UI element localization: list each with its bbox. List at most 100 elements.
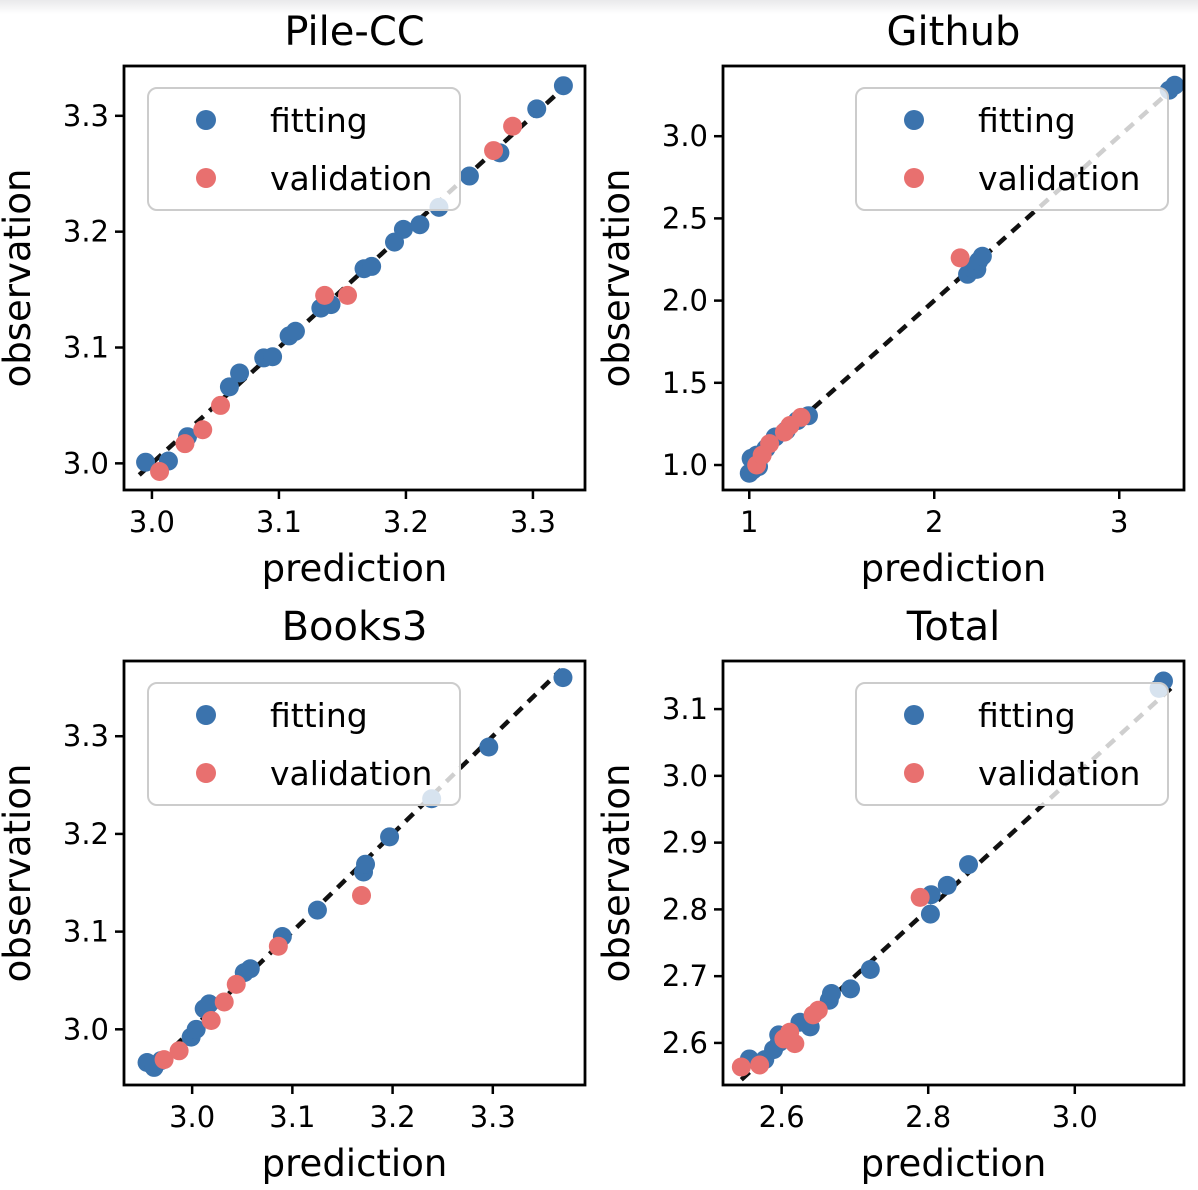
plot-frame xyxy=(721,659,1186,1087)
x-tick-label: 3.1 xyxy=(256,505,302,539)
point-fitting xyxy=(860,959,880,979)
point-validation xyxy=(950,248,970,268)
legend-marker-validation xyxy=(196,763,216,783)
point-validation xyxy=(226,974,246,994)
point-validation xyxy=(750,1055,770,1075)
point-fitting xyxy=(972,246,992,266)
point-validation xyxy=(315,285,335,305)
x-tick-label: 2 xyxy=(925,505,943,539)
legend-label-fitting: fitting xyxy=(978,696,1076,735)
point-validation xyxy=(484,141,504,161)
x-tick-label: 3.3 xyxy=(510,505,556,539)
point-validation xyxy=(503,116,523,136)
point-fitting xyxy=(841,979,861,999)
x-axis-label: prediction xyxy=(861,1142,1047,1185)
point-fitting xyxy=(219,377,239,397)
point-validation xyxy=(785,1034,805,1054)
chart-total: 2.6 2.8 3.0 2.6 2.7 2.8 2.9 3.0 3.1 Total predicti… xyxy=(599,604,1186,1185)
chart-title: Total xyxy=(906,604,1000,650)
point-validation xyxy=(338,285,358,305)
point-validation xyxy=(910,887,930,907)
point-fitting xyxy=(821,984,841,1004)
x-tick-label: 3.3 xyxy=(470,1100,516,1134)
legend-label-validation: validation xyxy=(978,754,1140,793)
point-fitting xyxy=(393,219,413,239)
plot-frame xyxy=(122,659,587,1087)
legend-marker-validation xyxy=(904,168,924,188)
point-fitting xyxy=(362,256,382,276)
legend-label-validation: validation xyxy=(270,754,432,793)
x-tick-label: 3.0 xyxy=(1052,1100,1098,1134)
legend-box xyxy=(147,682,461,806)
point-validation xyxy=(268,936,288,956)
point-validation xyxy=(154,1050,174,1070)
x-tick-label: 3 xyxy=(1110,505,1128,539)
point-validation xyxy=(201,1011,221,1031)
point-fitting xyxy=(553,668,573,688)
point-validation xyxy=(731,1057,751,1077)
chart-pile-cc: 3.0 3.1 3.2 3.3 3.0 3.1 3.2 3.3 Pile-CC predictio… xyxy=(0,9,587,590)
legend-label-validation: validation xyxy=(270,159,432,198)
point-fitting xyxy=(240,959,260,979)
point-fitting xyxy=(380,827,400,847)
point-fitting xyxy=(937,875,957,895)
y-tick-label: 1.0 xyxy=(662,448,708,482)
point-validation xyxy=(791,407,811,427)
point-validation xyxy=(175,434,195,454)
y-tick-label: 3.2 xyxy=(63,215,109,249)
y-tick-label: 2.9 xyxy=(662,826,708,860)
point-fitting xyxy=(136,452,156,472)
plot-frame xyxy=(122,64,587,492)
y-tick-label: 2.8 xyxy=(662,892,708,926)
point-fitting xyxy=(285,321,305,341)
point-fitting xyxy=(356,854,376,874)
plot-frame xyxy=(721,64,1186,492)
x-tick-label: 3.0 xyxy=(169,1100,215,1134)
point-fitting xyxy=(920,904,940,924)
y-tick-label: 3.1 xyxy=(63,331,109,365)
y-tick-label: 3.3 xyxy=(63,719,109,753)
point-fitting xyxy=(230,363,250,383)
x-tick-label: 3.2 xyxy=(383,505,429,539)
y-axis-label: observation xyxy=(599,169,638,388)
legend-marker-fitting xyxy=(904,705,924,725)
y-tick-label: 3.1 xyxy=(662,692,708,726)
legend-box xyxy=(855,682,1169,806)
y-tick-label: 3.0 xyxy=(662,119,708,153)
point-validation xyxy=(808,1000,828,1020)
point-validation xyxy=(760,434,780,454)
y-axis-label: observation xyxy=(0,764,39,983)
y-tick-label: 3.0 xyxy=(63,1012,109,1046)
chart-title: Github xyxy=(887,9,1021,55)
point-validation xyxy=(211,395,231,415)
legend-box xyxy=(855,87,1169,211)
y-tick-label: 3.2 xyxy=(63,817,109,851)
point-validation xyxy=(193,420,213,440)
point-validation xyxy=(150,461,170,481)
legend-marker-fitting xyxy=(196,110,216,130)
legend-marker-validation xyxy=(196,168,216,188)
legend-marker-fitting xyxy=(196,705,216,725)
point-fitting xyxy=(553,76,573,96)
point-fitting xyxy=(959,855,979,875)
x-tick-label: 2.8 xyxy=(905,1100,951,1134)
legend-label-fitting: fitting xyxy=(270,696,368,735)
x-tick-label: 1 xyxy=(740,505,758,539)
point-fitting xyxy=(186,1019,206,1039)
point-fitting xyxy=(307,900,327,920)
chart-title: Books3 xyxy=(282,604,428,650)
y-tick-label: 1.5 xyxy=(662,366,708,400)
legend-label-validation: validation xyxy=(978,159,1140,198)
y-tick-label: 3.3 xyxy=(63,99,109,133)
x-axis-label: prediction xyxy=(262,547,448,590)
y-axis-label: observation xyxy=(0,169,39,388)
y-tick-label: 3.0 xyxy=(662,759,708,793)
point-fitting xyxy=(410,215,430,235)
y-tick-label: 3.1 xyxy=(63,915,109,949)
x-axis-label: prediction xyxy=(861,547,1047,590)
y-axis-label: observation xyxy=(599,764,638,983)
legend-marker-fitting xyxy=(904,110,924,130)
point-validation xyxy=(352,885,372,905)
point-fitting xyxy=(263,347,283,367)
legend-label-fitting: fitting xyxy=(978,101,1076,140)
